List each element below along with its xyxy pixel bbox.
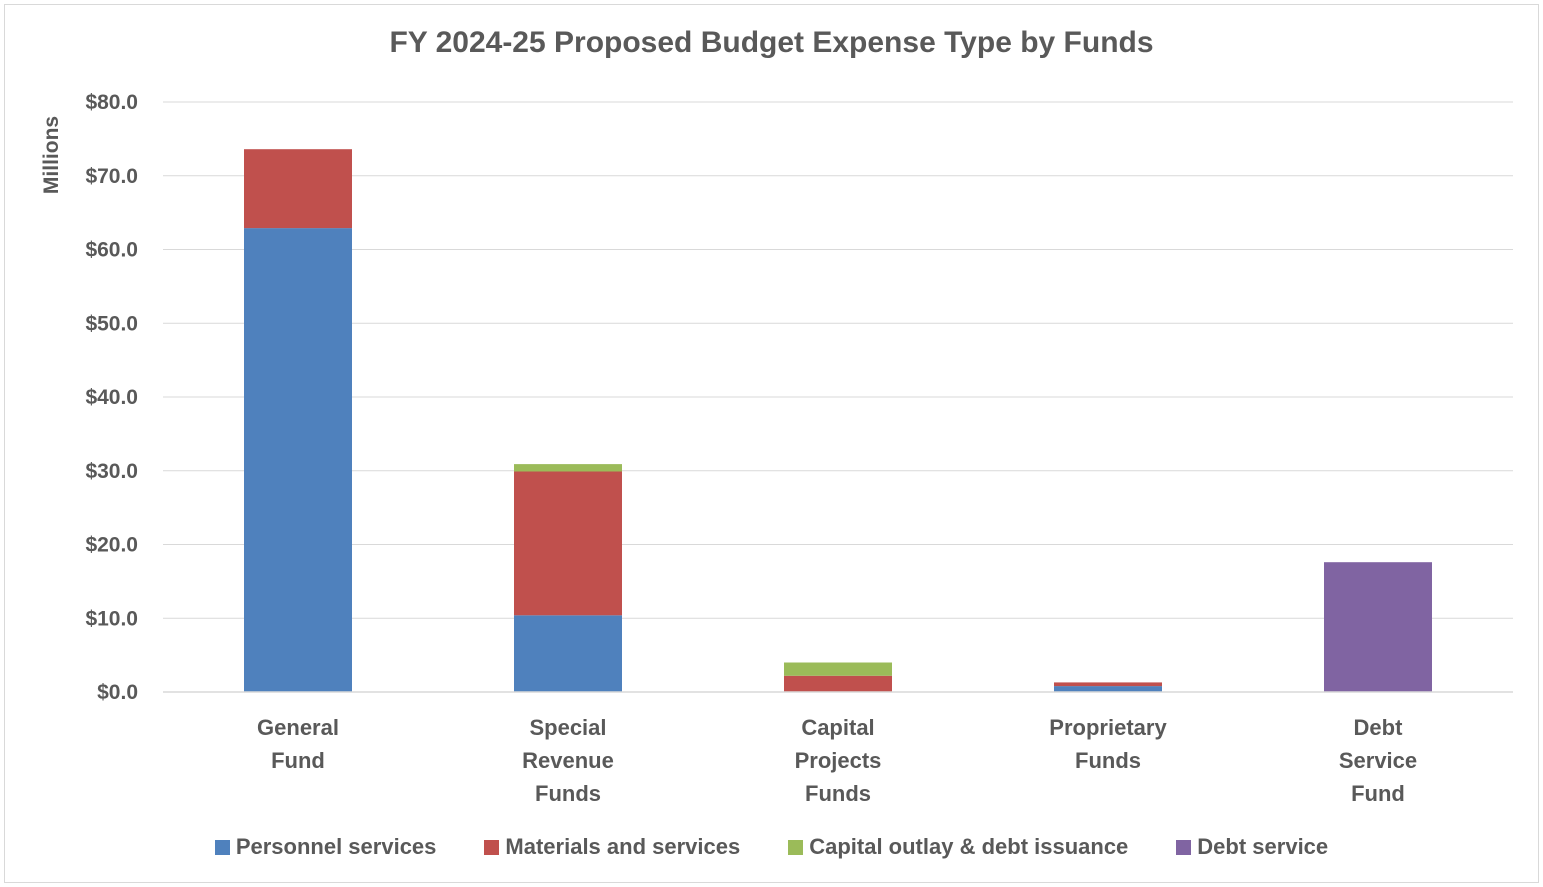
x-category-label: Fund: [1351, 781, 1405, 806]
bar-segment: [1324, 562, 1432, 692]
bar-segment: [514, 615, 622, 692]
bar-segment: [244, 228, 352, 693]
x-category-label: Funds: [805, 781, 871, 806]
x-category-label: Funds: [1075, 748, 1141, 773]
x-category-label: Capital: [801, 715, 874, 740]
x-category-label: Fund: [271, 748, 325, 773]
y-tick-label: $0.0: [97, 681, 138, 704]
legend-swatch: [214, 839, 230, 855]
legend-label: Capital outlay & debt issuance: [809, 834, 1129, 859]
x-category-label: Revenue: [522, 748, 614, 773]
legend-item: Personnel services: [214, 834, 437, 860]
y-tick-label: $30.0: [85, 460, 138, 483]
x-category-label: Projects: [795, 748, 882, 773]
bar-segment: [514, 464, 622, 472]
y-tick-label: $80.0: [85, 91, 138, 114]
legend-swatch: [788, 839, 804, 855]
y-tick-label: $60.0: [85, 239, 138, 262]
legend-item: Debt service: [1176, 834, 1328, 860]
x-category-label: Special: [529, 715, 606, 740]
legend-label: Debt service: [1197, 834, 1329, 859]
bar-segment: [1054, 686, 1162, 692]
legend-item: Capital outlay & debt issuance: [788, 834, 1128, 860]
x-category-label: Debt: [1354, 715, 1404, 740]
legend-swatch: [484, 839, 500, 855]
chart-legend: Personnel services Materials and services…: [0, 834, 1543, 860]
y-tick-label: $70.0: [85, 165, 138, 188]
legend-item: Materials and services: [484, 834, 740, 860]
bar-segment: [244, 149, 352, 229]
x-category-label: General: [257, 715, 339, 740]
bar-segment: [784, 675, 892, 692]
x-category-label: Proprietary: [1049, 715, 1167, 740]
y-tick-label: $50.0: [85, 312, 138, 335]
x-category-label: Funds: [535, 781, 601, 806]
y-tick-label: $20.0: [85, 534, 138, 557]
y-tick-label: $10.0: [85, 607, 138, 630]
legend-label: Personnel services: [235, 834, 437, 859]
bar-segment: [1054, 682, 1162, 687]
legend-label: Materials and services: [505, 834, 741, 859]
y-tick-label: $40.0: [85, 386, 138, 409]
bar-segment: [784, 662, 892, 676]
chart-title: FY 2024-25 Proposed Budget Expense Type …: [389, 26, 1154, 59]
x-category-label: Service: [1339, 748, 1417, 773]
legend-swatch: [1176, 839, 1192, 855]
bar-segment: [514, 471, 622, 616]
